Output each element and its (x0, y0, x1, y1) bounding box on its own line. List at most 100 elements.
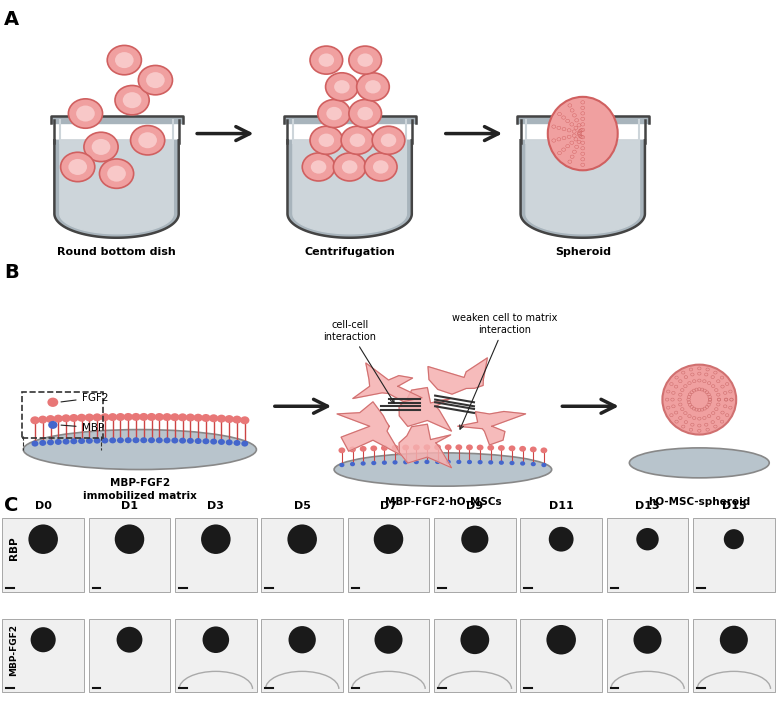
Circle shape (381, 445, 388, 451)
Polygon shape (337, 402, 401, 456)
Circle shape (193, 414, 203, 422)
Polygon shape (54, 141, 179, 238)
FancyBboxPatch shape (406, 140, 412, 214)
Circle shape (202, 438, 209, 444)
FancyBboxPatch shape (2, 619, 84, 692)
Polygon shape (399, 424, 451, 467)
Circle shape (115, 86, 149, 115)
FancyBboxPatch shape (175, 518, 256, 592)
Circle shape (444, 444, 451, 450)
Circle shape (349, 46, 382, 74)
Circle shape (357, 107, 373, 120)
Polygon shape (526, 141, 639, 233)
Circle shape (487, 445, 494, 451)
FancyBboxPatch shape (521, 140, 526, 214)
Ellipse shape (633, 626, 661, 654)
Circle shape (108, 413, 117, 421)
Text: RBP: RBP (9, 536, 19, 560)
Circle shape (146, 72, 165, 88)
Polygon shape (353, 363, 422, 401)
Circle shape (372, 127, 405, 154)
Circle shape (341, 127, 374, 154)
Circle shape (70, 438, 77, 444)
Circle shape (107, 46, 141, 75)
Text: B: B (4, 263, 19, 282)
Circle shape (131, 126, 165, 155)
Circle shape (434, 444, 441, 450)
Ellipse shape (201, 524, 231, 554)
Text: D9: D9 (466, 501, 483, 510)
Circle shape (38, 415, 47, 424)
Circle shape (456, 460, 462, 464)
Circle shape (435, 460, 440, 464)
FancyBboxPatch shape (89, 518, 170, 592)
Circle shape (542, 463, 546, 467)
Circle shape (531, 462, 536, 466)
Circle shape (423, 444, 430, 450)
Circle shape (46, 415, 55, 423)
Circle shape (349, 446, 356, 452)
Ellipse shape (724, 529, 744, 549)
Polygon shape (287, 141, 412, 238)
Circle shape (163, 437, 171, 444)
Circle shape (210, 439, 218, 444)
Circle shape (319, 134, 334, 147)
Circle shape (124, 437, 131, 444)
Text: MBP-FGF2: MBP-FGF2 (9, 624, 19, 676)
Circle shape (318, 100, 350, 127)
Circle shape (342, 160, 357, 174)
FancyBboxPatch shape (261, 518, 343, 592)
Circle shape (92, 139, 110, 155)
Circle shape (48, 421, 57, 429)
Circle shape (116, 413, 125, 421)
Circle shape (47, 398, 58, 407)
Circle shape (68, 99, 103, 128)
Polygon shape (284, 116, 416, 123)
Circle shape (402, 444, 409, 451)
Ellipse shape (203, 626, 229, 653)
Circle shape (218, 439, 225, 445)
Text: D5: D5 (294, 501, 311, 510)
Circle shape (364, 153, 397, 181)
Polygon shape (458, 411, 526, 445)
Circle shape (162, 413, 172, 421)
Polygon shape (51, 116, 183, 123)
FancyBboxPatch shape (287, 140, 293, 214)
Circle shape (302, 153, 335, 181)
Text: Round bottom dish: Round bottom dish (57, 247, 176, 257)
Circle shape (54, 439, 62, 445)
Polygon shape (399, 387, 451, 431)
Circle shape (339, 447, 345, 453)
Ellipse shape (548, 97, 618, 170)
Text: MBP: MBP (61, 423, 104, 432)
FancyBboxPatch shape (347, 518, 430, 592)
Circle shape (371, 446, 377, 451)
Circle shape (446, 460, 451, 464)
Circle shape (61, 414, 71, 423)
FancyBboxPatch shape (434, 518, 516, 592)
Circle shape (310, 127, 343, 154)
Circle shape (499, 460, 504, 465)
Circle shape (31, 441, 39, 446)
Circle shape (84, 132, 118, 162)
Circle shape (333, 153, 366, 181)
FancyBboxPatch shape (434, 619, 516, 692)
Text: FGF2: FGF2 (61, 392, 108, 403)
Circle shape (40, 440, 47, 446)
Polygon shape (293, 141, 406, 233)
Circle shape (510, 460, 514, 465)
Circle shape (101, 437, 108, 444)
Circle shape (232, 415, 242, 424)
Circle shape (476, 444, 483, 451)
Text: D7: D7 (380, 501, 397, 510)
Circle shape (467, 460, 472, 464)
Circle shape (54, 415, 63, 423)
Text: Spheroid: Spheroid (555, 247, 611, 257)
Circle shape (519, 446, 526, 452)
Ellipse shape (117, 627, 142, 652)
Ellipse shape (29, 524, 58, 554)
Circle shape (69, 414, 78, 422)
Text: D15: D15 (722, 501, 746, 510)
Circle shape (30, 416, 40, 425)
Circle shape (413, 444, 420, 451)
